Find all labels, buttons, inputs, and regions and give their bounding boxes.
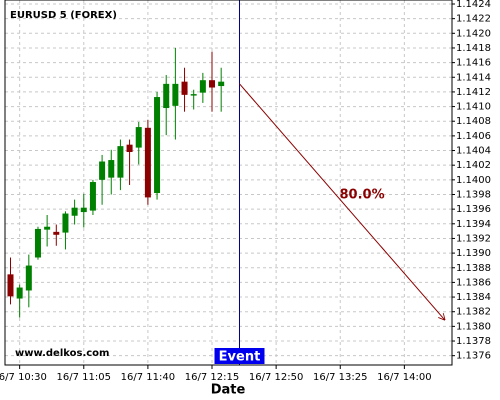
y-tick-label: 1.1402 xyxy=(456,160,491,171)
y-tick-label: 1.1384 xyxy=(456,292,491,303)
x-tick-label: 16/7 11:40 xyxy=(121,372,175,383)
x-tick-label: 16/7 14:00 xyxy=(377,372,431,383)
y-tick-label: 1.1386 xyxy=(456,277,491,288)
x-tick-label: 16/7 12:15 xyxy=(185,372,239,383)
y-tick-label: 1.1394 xyxy=(456,219,491,230)
y-tick-label: 1.1404 xyxy=(456,146,491,157)
x-tick-label: 16/7 11:05 xyxy=(57,372,111,383)
candle-body xyxy=(126,144,133,152)
candle-body xyxy=(154,97,161,194)
y-tick-label: 1.1414 xyxy=(456,72,491,83)
candle-body xyxy=(89,182,96,211)
candle-body xyxy=(16,287,23,299)
y-tick-label: 1.1410 xyxy=(456,102,491,113)
y-tick-label: 1.1406 xyxy=(456,131,491,142)
candle-body xyxy=(53,231,60,235)
grid xyxy=(5,0,452,365)
y-tick-label: 1.1398 xyxy=(456,189,491,200)
forecast-label: 80.0% xyxy=(340,187,385,202)
y-tick-label: 1.1412 xyxy=(456,87,491,98)
candle-body xyxy=(108,160,115,178)
candle-body xyxy=(144,127,151,198)
y-tick-label: 1.1424 xyxy=(456,0,491,10)
candle-body xyxy=(172,83,179,106)
candle-body xyxy=(99,161,106,180)
x-tick-label: 16/7 12:50 xyxy=(249,372,303,383)
x-axis-title: Date xyxy=(211,383,246,398)
y-tick-label: 1.1418 xyxy=(456,43,491,54)
y-tick-label: 1.1396 xyxy=(456,204,491,215)
candle-body xyxy=(199,80,206,93)
candle-body xyxy=(7,274,14,297)
x-tick-label: 16/7 13:25 xyxy=(313,372,367,383)
y-tick-label: 1.1390 xyxy=(456,248,491,259)
watermark: www.delkos.com xyxy=(15,348,109,359)
plot-frame xyxy=(4,0,453,366)
candle-body xyxy=(181,81,188,95)
candle-body xyxy=(44,226,51,230)
y-tick-label: 1.1408 xyxy=(456,116,491,127)
candle-body xyxy=(117,146,124,178)
y-tick-label: 1.1376 xyxy=(456,351,491,362)
plot xyxy=(7,0,444,365)
y-tick-label: 1.1388 xyxy=(456,263,491,274)
y-tick-label: 1.1420 xyxy=(456,28,491,39)
candle-body xyxy=(62,213,69,233)
event-label: Event xyxy=(219,350,261,365)
candle-body xyxy=(71,207,78,216)
event-label-box xyxy=(214,348,265,364)
y-tick-label: 1.1380 xyxy=(456,321,491,332)
candle-body xyxy=(80,207,87,213)
y-tick-label: 1.1382 xyxy=(456,307,491,318)
chart-title: EURUSD 5 (FOREX) xyxy=(10,10,117,21)
candle-body xyxy=(25,265,32,291)
candle-body xyxy=(218,81,225,87)
y-tick-label: 1.1416 xyxy=(456,58,491,69)
y-tick-label: 1.1378 xyxy=(456,336,491,347)
y-tick-label: 1.1392 xyxy=(456,233,491,244)
x-tick-label: 16/7 10:30 xyxy=(0,372,47,383)
forecast-arrow xyxy=(239,83,444,320)
candle-body xyxy=(34,228,41,258)
y-tick-label: 1.1400 xyxy=(456,175,491,186)
y-tick-label: 1.1422 xyxy=(456,14,491,25)
candle-body xyxy=(190,94,197,96)
candle-body xyxy=(135,127,142,148)
candle-body xyxy=(209,80,216,88)
candle-body xyxy=(163,83,170,109)
